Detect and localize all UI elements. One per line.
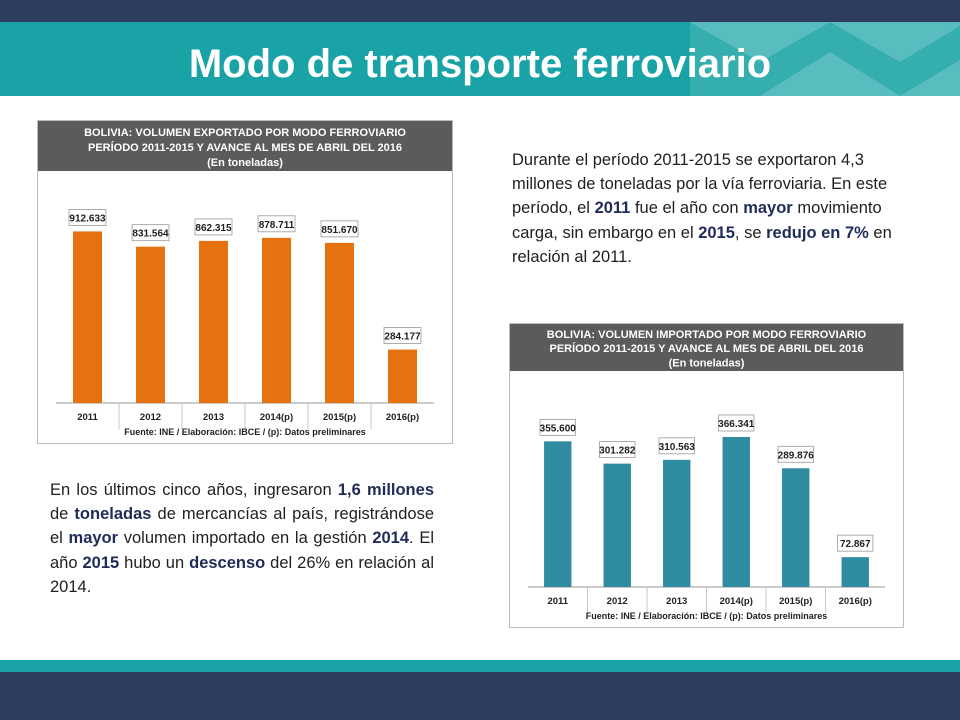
category-label: 2012 xyxy=(607,596,628,607)
data-label: 284.177 xyxy=(384,332,421,343)
data-label-box xyxy=(383,327,422,344)
decorative-chevrons xyxy=(690,22,960,96)
data-label: 301.282 xyxy=(599,446,636,457)
data-label-box xyxy=(658,437,695,455)
bottom-dark-band xyxy=(0,672,960,720)
data-label-box xyxy=(68,209,107,226)
category-label: 2016(p) xyxy=(839,596,872,607)
chart-subtitle: PERÍODO 2011-2015 Y AVANCE AL MES DE ABR… xyxy=(549,342,863,355)
data-label-box xyxy=(539,418,576,436)
chart-header-band xyxy=(38,121,452,171)
data-label: 912.633 xyxy=(69,213,106,224)
data-label: 355.600 xyxy=(540,423,577,434)
chart-subtitle: PERÍODO 2011-2015 Y AVANCE AL MES DE ABR… xyxy=(88,141,402,154)
category-label: 2015(p) xyxy=(323,412,356,423)
emphasis-text: 2015 xyxy=(82,553,120,572)
import-chart: BOLIVIA: VOLUMEN IMPORTADO POR MODO FERR… xyxy=(509,323,904,628)
data-label: 72.867 xyxy=(840,539,871,550)
export-chart-svg: BOLIVIA: VOLUMEN EXPORTADO POR MODO FERR… xyxy=(38,121,452,437)
bar-2015(p) xyxy=(782,468,810,587)
export-summary-paragraph: Durante el período 2011-2015 se exportar… xyxy=(512,148,912,269)
data-label-box xyxy=(777,445,814,463)
category-label: 2014(p) xyxy=(720,596,753,607)
export-chart: BOLIVIA: VOLUMEN EXPORTADO POR MODO FERR… xyxy=(37,120,453,444)
data-label: 289.876 xyxy=(778,450,815,461)
bar-2013 xyxy=(663,459,691,587)
emphasis-text: 2014 xyxy=(372,529,410,548)
chart-unit-note: (En toneladas) xyxy=(669,357,745,369)
emphasis-text: descenso xyxy=(189,553,266,572)
chart-title: BOLIVIA: VOLUMEN IMPORTADO POR MODO FERR… xyxy=(547,329,867,341)
chart-title: BOLIVIA: VOLUMEN EXPORTADO POR MODO FERR… xyxy=(84,127,406,139)
category-label: 2013 xyxy=(666,596,687,607)
data-label: 862.315 xyxy=(195,223,232,234)
body-text: volumen importado en la gestión xyxy=(118,529,373,548)
bar-2013 xyxy=(199,240,228,403)
emphasis-text: 2011 xyxy=(594,199,631,218)
emphasis-text: mayor xyxy=(743,199,793,218)
chart-source: Fuente: INE / Elaboración: IBCE / (p): D… xyxy=(124,427,366,437)
title-band xyxy=(0,22,960,96)
body-text: del 26% en relación al 2014. xyxy=(50,553,434,596)
emphasis-text: 1,6 millones xyxy=(337,481,434,499)
bar-2012 xyxy=(603,463,631,587)
bar-2015(p) xyxy=(325,242,354,403)
category-label: 2016(p) xyxy=(386,412,419,423)
data-label-box xyxy=(194,218,233,236)
emphasis-text: redujo en 7% xyxy=(766,223,869,242)
bar-2014(p) xyxy=(262,237,291,403)
body-text: de xyxy=(50,505,75,524)
emphasis-text: mayor xyxy=(68,529,119,548)
data-label: 310.563 xyxy=(659,442,696,453)
bar-2016(p) xyxy=(841,557,869,587)
body-text: . El año xyxy=(50,529,434,572)
slide-title: Modo de transporte ferroviario xyxy=(188,42,772,86)
data-label-box xyxy=(257,215,296,233)
bar-2014(p) xyxy=(722,436,750,587)
body-text: movimiento carga, sin embargo en el xyxy=(512,199,882,242)
body-text: de mercancías al país, registrándose el xyxy=(50,505,434,548)
body-text: , se xyxy=(734,223,767,242)
chart-unit-note: (En toneladas) xyxy=(207,157,283,169)
body-text: en relación al 2011. xyxy=(512,223,892,266)
emphasis-text: 2015 xyxy=(698,223,735,242)
body-text: hubo un xyxy=(119,553,190,572)
body-text: En los últimos cinco años, ingresaron xyxy=(50,481,338,499)
data-label: 851.670 xyxy=(321,225,358,236)
category-label: 2011 xyxy=(547,596,568,607)
data-label-box xyxy=(837,534,874,552)
top-dark-band xyxy=(0,0,960,22)
bar-2016(p) xyxy=(388,349,417,403)
bar-2011 xyxy=(73,231,102,403)
category-label: 2014(p) xyxy=(260,412,293,423)
data-label-box xyxy=(131,224,170,242)
data-label: 366.341 xyxy=(718,419,755,430)
chart-source: Fuente: INE / Elaboración: IBCE / (p): D… xyxy=(586,611,828,621)
chart-header-band xyxy=(510,324,903,371)
category-label: 2011 xyxy=(77,412,98,423)
data-label-box xyxy=(320,220,359,238)
category-label: 2015(p) xyxy=(779,596,812,607)
data-label: 831.564 xyxy=(132,229,169,240)
body-text: Durante el período 2011-2015 se exportar… xyxy=(512,151,888,218)
bar-2011 xyxy=(544,441,572,587)
data-label-box xyxy=(718,414,755,432)
bar-2012 xyxy=(136,246,165,403)
bottom-accent-band xyxy=(0,660,960,672)
import-summary-paragraph: En los últimos cinco años, ingresaron 1,… xyxy=(50,478,434,599)
data-label: 878.711 xyxy=(259,220,295,231)
category-label: 2013 xyxy=(203,412,224,423)
body-text: fue el año con xyxy=(630,199,744,218)
data-label-box xyxy=(599,441,636,459)
category-label: 2012 xyxy=(140,412,161,423)
emphasis-text: toneladas xyxy=(74,505,152,524)
import-chart-svg: BOLIVIA: VOLUMEN IMPORTADO POR MODO FERR… xyxy=(510,324,903,621)
